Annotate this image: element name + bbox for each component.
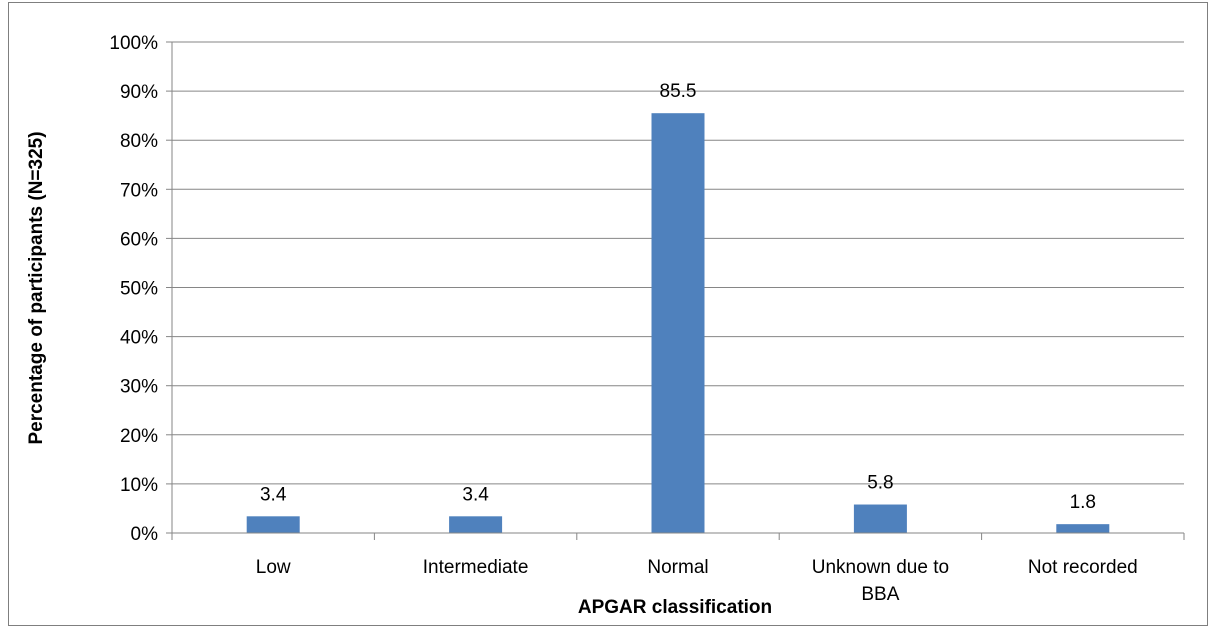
y-tick-label: 40% [120, 328, 158, 349]
bar [246, 516, 300, 533]
bar [1056, 524, 1110, 533]
y-tick-label: 0% [131, 524, 159, 545]
x-tick-label: Unknown due to BBA [812, 557, 949, 605]
y-tick-label: 50% [120, 279, 158, 300]
bar [651, 113, 705, 533]
y-tick-label: 80% [120, 131, 158, 152]
x-tick-label-line: Unknown due to [812, 557, 949, 578]
x-tick-labels: Low Intermediate Normal Unknown due to BBA No… [256, 557, 1138, 605]
y-tick-label: 30% [120, 377, 158, 398]
x-tick-label: Not recorded [1028, 557, 1138, 578]
data-labels: 3.4 3.4 85.5 5.8 1.8 [260, 81, 1096, 513]
bar [853, 504, 907, 533]
y-axis-title: Percentage of participants (N=325) [26, 131, 47, 444]
data-label: 3.4 [260, 484, 287, 505]
x-tick-label-line: BBA [861, 584, 899, 605]
x-tick-label-line: Intermediate [423, 557, 529, 578]
x-axis-title: APGAR classification [578, 597, 772, 618]
x-tick-label: Low [256, 557, 291, 578]
x-tick-label: Normal [647, 557, 708, 578]
y-tick-label: 60% [120, 229, 158, 250]
x-tick-label-line: Low [256, 557, 291, 578]
y-tick-label: 10% [120, 475, 158, 496]
bar [449, 516, 503, 533]
y-tick-labels: 0% 10% 20% 30% 40% 50% 60% 70% 80% 90% 100% [109, 33, 158, 545]
x-axis [171, 42, 1185, 540]
y-tick-label: 100% [109, 33, 158, 54]
x-tick-label-line: Normal [647, 557, 708, 578]
y-tick-label: 70% [120, 180, 158, 201]
data-label: 5.8 [867, 473, 893, 494]
chart-frame [8, 2, 1208, 626]
y-tick-label: 90% [120, 82, 158, 103]
data-label: 3.4 [462, 484, 489, 505]
data-label: 1.8 [1070, 492, 1096, 513]
data-label: 85.5 [660, 81, 697, 102]
x-tick-label: Intermediate [423, 557, 529, 578]
y-tick-label: 20% [120, 426, 158, 447]
x-tick-label-line: Not recorded [1028, 557, 1138, 578]
bars [246, 113, 1110, 533]
